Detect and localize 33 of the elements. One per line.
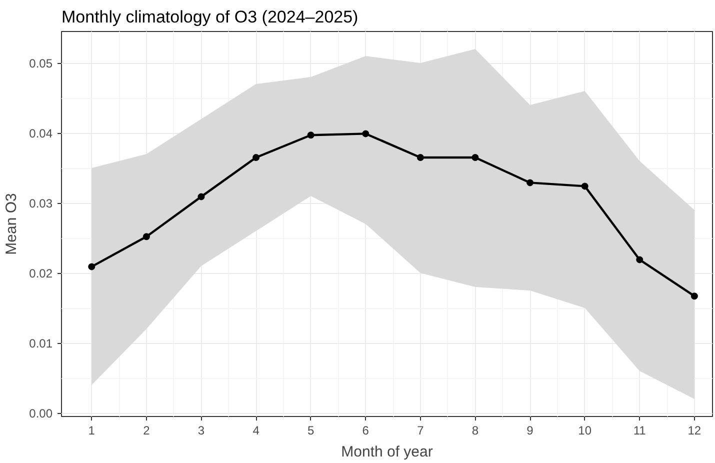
x-tick-label: 12 xyxy=(688,424,702,438)
y-tick-label: 0.02 xyxy=(29,266,53,280)
y-tick-label: 0.05 xyxy=(29,56,53,70)
x-tick-label: 6 xyxy=(362,424,370,438)
x-tick-label: 3 xyxy=(198,424,205,438)
x-tick-label: 11 xyxy=(633,424,646,438)
chart-title: Monthly climatology of O3 (2024–2025) xyxy=(62,8,358,26)
point xyxy=(307,132,314,139)
x-tick-label: 5 xyxy=(307,424,314,438)
point xyxy=(252,154,260,161)
y-tick-label: 0.03 xyxy=(29,196,53,210)
x-tick-label: 4 xyxy=(252,424,260,438)
x-tick-label: 10 xyxy=(578,424,592,438)
x-axis-title: Month of year xyxy=(341,444,433,460)
y-tick-label: 0.01 xyxy=(29,336,53,350)
x-tick-label: 9 xyxy=(526,424,534,438)
point xyxy=(690,292,698,300)
point xyxy=(636,256,644,264)
x-tick-label: 1 xyxy=(88,424,96,438)
y-tick-label: 0.00 xyxy=(29,406,53,420)
point xyxy=(142,233,150,240)
point xyxy=(472,154,479,161)
point xyxy=(88,263,96,270)
x-tick-label: 2 xyxy=(143,424,150,438)
point xyxy=(526,179,534,186)
y-tick-label: 0.04 xyxy=(29,126,53,140)
point xyxy=(362,130,370,138)
y-axis-title: Mean O3 xyxy=(3,193,20,255)
x-tick-label: 8 xyxy=(472,424,479,438)
point xyxy=(581,182,588,190)
x-tick-label: 7 xyxy=(417,424,424,438)
point xyxy=(198,193,205,200)
point xyxy=(416,154,424,161)
